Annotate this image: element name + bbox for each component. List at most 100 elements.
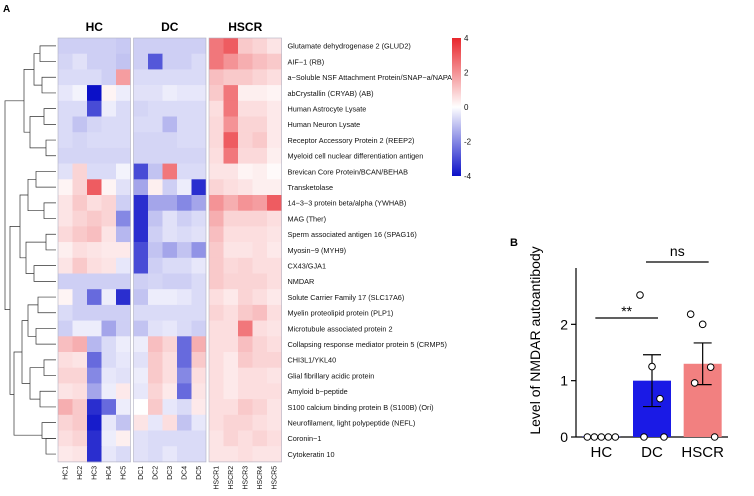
heatmap-cell bbox=[148, 195, 163, 211]
heatmap-cell bbox=[148, 446, 163, 463]
heatmap-cell bbox=[177, 242, 192, 259]
heatmap-cell bbox=[209, 289, 224, 306]
heatmap-cell bbox=[87, 367, 102, 384]
heatmap-cell bbox=[133, 336, 149, 353]
heatmap-cell bbox=[162, 320, 178, 337]
heatmap-cell bbox=[177, 414, 192, 431]
dendrogram-branch bbox=[45, 233, 56, 251]
heatmap-cell bbox=[209, 430, 224, 447]
heatmap-cell bbox=[87, 38, 102, 54]
heatmap-row-label: Human Neuron Lysate bbox=[288, 120, 361, 129]
heatmap-cell bbox=[116, 163, 131, 180]
heatmap-cell bbox=[133, 85, 149, 102]
heatmap-cell bbox=[101, 257, 117, 274]
heatmap-cell bbox=[133, 383, 149, 400]
heatmap-cell bbox=[267, 210, 282, 227]
bar-chart: 0 1 2 Level of NMDAR autoantibody HC DC HSCR **… bbox=[527, 243, 728, 461]
heatmap-cell bbox=[191, 226, 207, 243]
heatmap-column-label: HC5 bbox=[121, 466, 128, 480]
heatmap-cell bbox=[116, 414, 131, 431]
heatmap-cell bbox=[72, 38, 88, 54]
dendrogram-branch bbox=[33, 265, 56, 282]
dendrogram-branch bbox=[35, 328, 56, 345]
heatmap-cell bbox=[191, 352, 207, 368]
colorbar-tick-label: 2 bbox=[464, 69, 469, 78]
heatmap-cell bbox=[267, 53, 282, 70]
heatmap-cell bbox=[252, 179, 268, 196]
heatmap-cell bbox=[252, 147, 268, 164]
heatmap-cell bbox=[87, 320, 102, 337]
heatmap-column-label: HC4 bbox=[106, 466, 113, 480]
heatmap-cell bbox=[72, 367, 88, 384]
heatmap-cell bbox=[133, 179, 149, 196]
heatmap-cell bbox=[223, 320, 239, 337]
heatmap-cell bbox=[238, 100, 253, 117]
heatmap-row-label: Glutamate dehydrogenase 2 (GLUD2) bbox=[288, 42, 411, 51]
heatmap-cell bbox=[209, 210, 224, 227]
heatmap-cell bbox=[191, 414, 207, 431]
heatmap-cell bbox=[162, 163, 178, 180]
panel-a-label: A bbox=[3, 4, 10, 15]
heatmap-cell bbox=[238, 257, 253, 274]
heatmap-cell bbox=[148, 257, 163, 274]
heatmap-cell bbox=[223, 163, 239, 180]
heatmap-cell bbox=[267, 195, 282, 211]
heatmap-cell bbox=[101, 85, 117, 102]
heatmap-row-label: Collapsing response mediator protein 5 (… bbox=[288, 340, 447, 349]
heatmap-cell bbox=[252, 367, 268, 384]
data-point bbox=[597, 433, 606, 441]
heatmap-cell bbox=[133, 320, 149, 337]
dendrogram-branch bbox=[29, 116, 46, 149]
x-tick-label: HSCR bbox=[681, 444, 724, 461]
heatmap-cell bbox=[101, 100, 117, 117]
heatmap-cell bbox=[162, 69, 178, 86]
heatmap-cell bbox=[209, 179, 224, 196]
heatmap-cell bbox=[148, 414, 163, 431]
heatmap-cell bbox=[101, 383, 117, 400]
heatmap-cell bbox=[162, 179, 178, 196]
heatmap-cell bbox=[58, 367, 73, 384]
heatmap-cell bbox=[252, 320, 268, 337]
dendrogram-branch bbox=[41, 76, 56, 94]
heatmap-cell bbox=[209, 38, 224, 54]
heatmap-cell bbox=[116, 53, 131, 70]
y-tick-label: 0 bbox=[560, 429, 568, 445]
heatmap-cell bbox=[101, 53, 117, 70]
x-tick-label: HC bbox=[590, 444, 612, 461]
heatmap-cell bbox=[238, 195, 253, 211]
group-label-dc: DC bbox=[161, 20, 179, 34]
heatmap-cell bbox=[72, 257, 88, 274]
heatmap-cell bbox=[101, 414, 117, 431]
data-point bbox=[604, 433, 613, 441]
heatmap-cell bbox=[177, 100, 192, 117]
heatmap-cell bbox=[252, 210, 268, 227]
heatmap-cell bbox=[58, 100, 73, 117]
heatmap-cell bbox=[177, 179, 192, 196]
heatmap-cell bbox=[177, 336, 192, 353]
heatmap-cell bbox=[116, 304, 131, 321]
heatmap-cell bbox=[87, 116, 102, 133]
heatmap-cell bbox=[209, 147, 224, 164]
heatmap-cell bbox=[267, 399, 282, 416]
heatmap-cell bbox=[101, 132, 117, 149]
heatmap-cell bbox=[191, 147, 207, 164]
heatmap-cell bbox=[101, 226, 117, 243]
heatmap-cell bbox=[252, 116, 268, 133]
heatmap-cell bbox=[177, 446, 192, 463]
heatmap-cell bbox=[252, 430, 268, 447]
heatmap-cell bbox=[267, 100, 282, 117]
heatmap-cell bbox=[238, 132, 253, 149]
heatmap-cell bbox=[162, 210, 178, 227]
heatmap-cell bbox=[87, 85, 102, 102]
heatmap-cell bbox=[191, 100, 207, 117]
heatmap-cell bbox=[148, 53, 163, 70]
colorbar-tick-label: -4 bbox=[464, 172, 472, 181]
dendrogram-branch bbox=[13, 351, 42, 436]
heatmap-cell bbox=[252, 289, 268, 306]
heatmap-cell bbox=[191, 195, 207, 211]
heatmap-cell bbox=[191, 446, 207, 463]
heatmap-cell bbox=[87, 242, 102, 259]
heatmap-cell bbox=[116, 430, 131, 447]
heatmap-column-label: DC1 bbox=[138, 466, 145, 480]
heatmap-cell bbox=[209, 132, 224, 149]
